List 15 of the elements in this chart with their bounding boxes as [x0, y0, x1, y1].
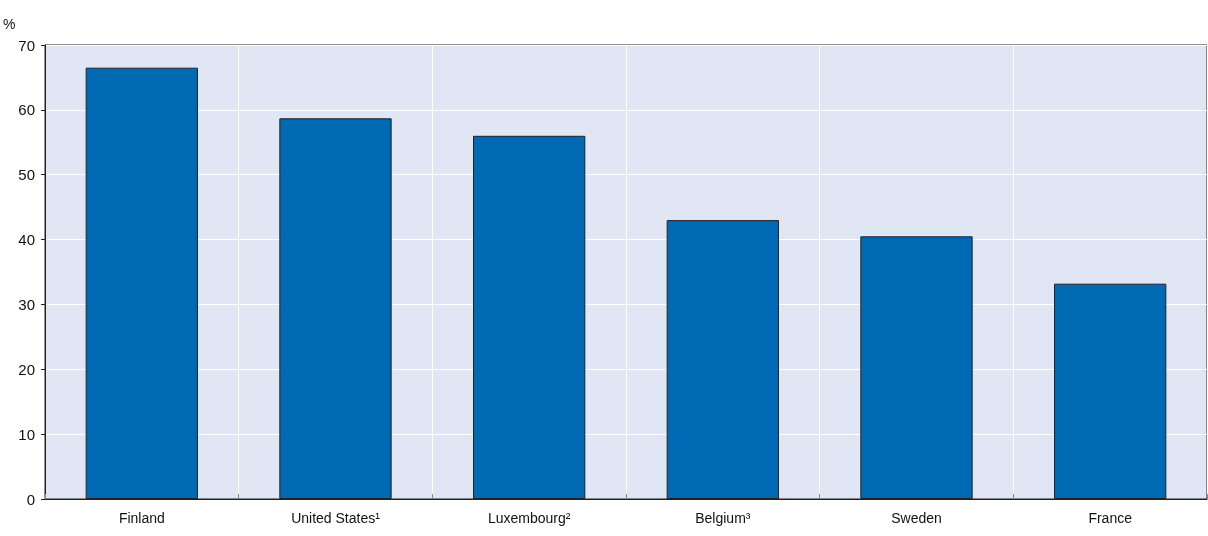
x-tick-label: United States¹ [291, 510, 381, 526]
x-tick-label: Sweden [891, 510, 942, 526]
y-tick-label: 70 [18, 36, 35, 54]
y-tick-label: 40 [18, 231, 35, 249]
y-tick-label: 10 [18, 425, 35, 443]
x-tick-label: Luxembourg² [487, 510, 571, 526]
y-axis-title: % [3, 16, 16, 32]
y-tick-label: 0 [26, 490, 35, 508]
y-tick-label: 20 [18, 360, 35, 378]
y-tick-label: 30 [18, 295, 35, 313]
x-tick-label: France [1088, 510, 1133, 526]
x-tick-label: Finland [118, 510, 165, 526]
x-tick-label: Belgium³ [695, 510, 751, 526]
y-tick-label: 50 [18, 166, 35, 184]
y-tick-label: 60 [18, 101, 35, 119]
